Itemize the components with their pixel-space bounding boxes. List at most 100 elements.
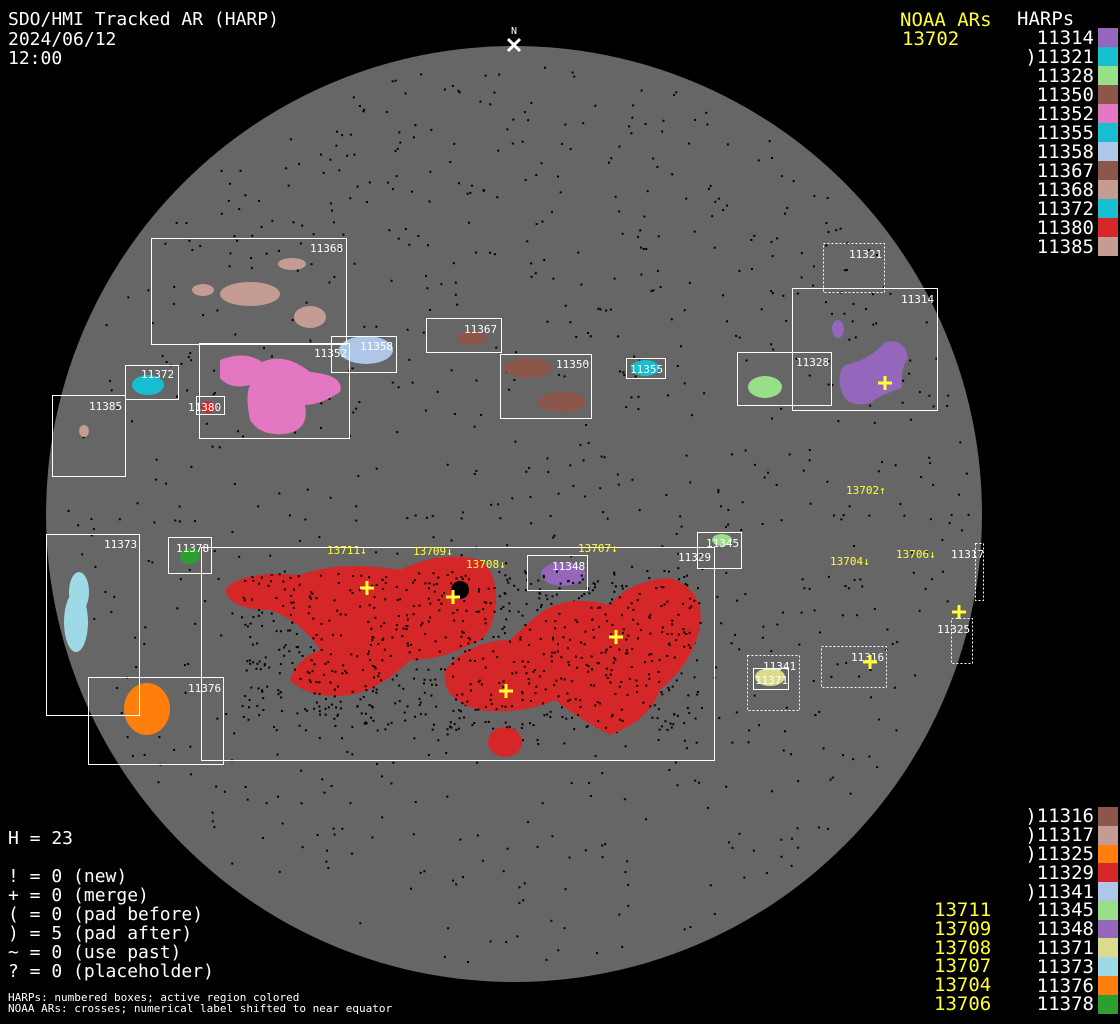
speck xyxy=(369,716,372,719)
speck xyxy=(611,582,614,585)
speck xyxy=(557,650,560,653)
speck xyxy=(589,684,592,687)
speck xyxy=(614,195,617,198)
speck xyxy=(412,613,415,616)
speck xyxy=(738,336,741,339)
speck xyxy=(506,578,509,581)
speck xyxy=(336,609,339,612)
speck xyxy=(450,369,453,372)
speck xyxy=(211,445,214,448)
speck xyxy=(349,133,352,136)
speck xyxy=(521,723,524,726)
speck xyxy=(375,762,378,765)
harp-box-11368: 11368 xyxy=(151,238,347,345)
speck xyxy=(609,673,612,676)
speck xyxy=(761,523,764,526)
speck xyxy=(396,431,399,434)
speck xyxy=(716,595,719,598)
speck xyxy=(776,623,779,626)
speck xyxy=(410,643,413,646)
harp-legend-item: )11316 xyxy=(1008,805,1118,827)
stats-list: ! = 0 (new) + = 0 (merge)( = 0 (pad befor… xyxy=(8,867,214,981)
speck xyxy=(524,624,527,627)
speck xyxy=(613,573,616,576)
harp-legend-item: 11385 xyxy=(1008,236,1118,258)
speck xyxy=(308,605,311,608)
speck xyxy=(311,670,314,673)
speck xyxy=(621,945,624,948)
speck xyxy=(349,589,352,592)
speck xyxy=(337,572,340,575)
speck xyxy=(549,514,552,517)
speck xyxy=(259,668,262,671)
speck xyxy=(367,620,370,623)
speck xyxy=(394,79,397,82)
speck xyxy=(535,222,538,225)
speck xyxy=(543,258,546,261)
speck xyxy=(738,648,741,651)
speck xyxy=(458,717,461,720)
speck xyxy=(465,609,468,612)
speck xyxy=(770,290,773,293)
speck xyxy=(269,554,272,557)
speck xyxy=(194,622,197,625)
speck xyxy=(621,632,624,635)
speck xyxy=(580,656,583,659)
speck xyxy=(396,552,399,555)
speck xyxy=(143,753,146,756)
speck xyxy=(597,606,600,609)
speck xyxy=(643,661,646,664)
speck xyxy=(808,587,811,590)
speck xyxy=(693,599,696,602)
speck xyxy=(383,622,386,625)
speck xyxy=(457,658,460,661)
speck xyxy=(603,456,606,459)
speck xyxy=(800,252,803,255)
speck xyxy=(374,551,377,554)
speck xyxy=(283,588,286,591)
speck xyxy=(120,712,123,715)
harp-color-swatch xyxy=(1098,844,1118,864)
speck xyxy=(747,741,750,744)
speck xyxy=(583,643,586,646)
speck xyxy=(627,606,630,609)
speck xyxy=(277,795,280,798)
speck xyxy=(587,670,590,673)
speck xyxy=(656,269,659,272)
speck xyxy=(619,718,622,721)
speck xyxy=(414,124,417,127)
speck xyxy=(587,441,590,444)
speck xyxy=(386,181,389,184)
speck xyxy=(399,598,402,601)
speck xyxy=(455,883,458,886)
speck xyxy=(275,597,278,600)
speck xyxy=(765,872,768,875)
speck xyxy=(673,93,676,96)
speck xyxy=(730,453,733,456)
speck xyxy=(661,626,664,629)
speck xyxy=(637,637,640,640)
speck xyxy=(242,596,245,599)
speck xyxy=(534,272,537,275)
speck xyxy=(469,659,472,662)
speck xyxy=(826,827,829,830)
speck xyxy=(456,609,459,612)
speck xyxy=(758,724,761,727)
speck xyxy=(725,785,728,788)
harp-legend-item: 11373 xyxy=(1008,956,1118,978)
harp-color-swatch xyxy=(1098,104,1118,123)
speck xyxy=(467,637,470,640)
speck xyxy=(589,335,592,338)
active-region-blob xyxy=(631,360,659,376)
speck xyxy=(590,655,593,658)
speck xyxy=(420,73,423,76)
speck xyxy=(479,100,482,103)
noaa-ars-header: NOAA ARs xyxy=(900,9,992,31)
speck xyxy=(175,221,178,224)
speck xyxy=(216,717,219,720)
speck xyxy=(506,128,509,131)
speck xyxy=(351,725,354,728)
speck xyxy=(503,632,506,635)
speck xyxy=(231,531,234,534)
speck xyxy=(924,587,927,590)
